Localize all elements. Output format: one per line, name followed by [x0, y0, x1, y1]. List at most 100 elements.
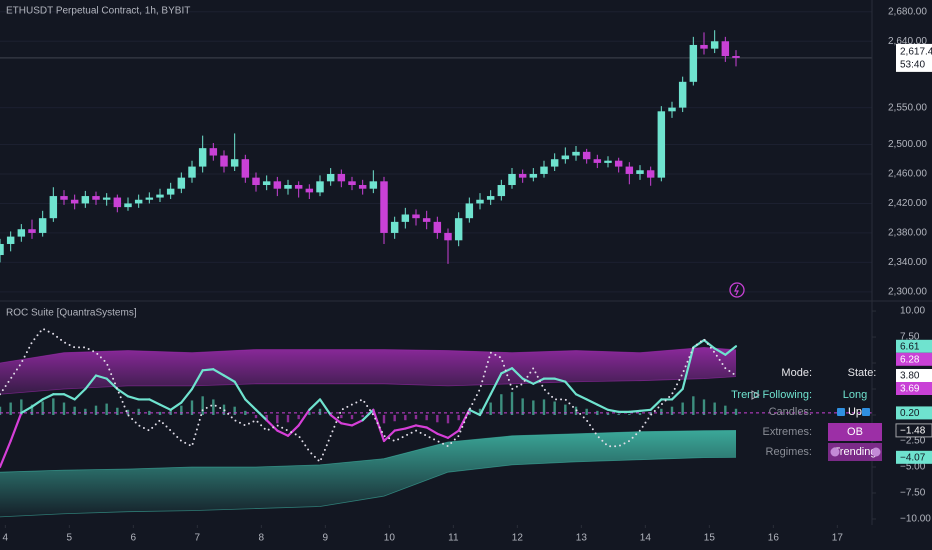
roc-line-segment	[404, 424, 418, 430]
candle-body	[28, 229, 36, 233]
roc-line-segment	[596, 403, 610, 411]
indicator-title: ROC Suite [QuantraSystems]	[6, 308, 137, 319]
roc-line-segment	[190, 369, 204, 391]
candle-body	[518, 173, 527, 178]
roc-line-segment	[713, 347, 727, 356]
candle-body	[358, 185, 367, 189]
histogram-bar	[393, 415, 396, 422]
histogram-bar	[446, 415, 450, 424]
histogram-bar	[361, 415, 364, 418]
roc-line-segment	[436, 432, 450, 439]
candle-body	[582, 151, 591, 160]
histogram-bar	[628, 413, 631, 416]
histogram-bar	[212, 399, 215, 416]
table-cell-bg	[828, 443, 882, 461]
roc-line-segment	[425, 426, 439, 435]
candle-body	[284, 185, 292, 189]
last-price-box	[896, 43, 932, 72]
roc-line-segment	[628, 409, 642, 413]
roc-line-segment	[9, 411, 23, 443]
candle-body	[326, 173, 335, 182]
x-tick-label: 12	[512, 533, 524, 544]
histogram-bar	[500, 394, 503, 416]
table-header: State:	[848, 367, 877, 379]
candle-body	[166, 188, 175, 195]
candle-body	[230, 159, 239, 167]
roc-line-segment	[446, 429, 460, 439]
roc-line-segment	[318, 398, 332, 417]
table-value: Long	[843, 389, 867, 401]
candle-body	[337, 173, 346, 182]
table-value: Trending	[833, 446, 876, 458]
roc-line-segment	[500, 367, 514, 375]
table-icon	[871, 447, 881, 457]
histogram-bar	[254, 415, 258, 419]
histogram-bar	[532, 400, 535, 416]
candle-body	[305, 188, 314, 193]
candle-body	[145, 197, 154, 200]
last-value-label: −1.48	[900, 426, 926, 437]
roc-line-segment	[233, 380, 247, 401]
histogram-bar	[30, 404, 34, 416]
chart-title: ETHUSDT Perpetual Contract, 1h, BYBIT	[6, 6, 190, 17]
candle-body	[49, 196, 58, 219]
candle-body	[454, 218, 463, 241]
last-value-box	[896, 450, 932, 464]
histogram-bar	[457, 415, 460, 421]
histogram-bar	[585, 408, 588, 416]
roc-line-segment	[692, 339, 706, 349]
event-icon[interactable]	[729, 282, 745, 298]
candle-body	[572, 151, 580, 156]
table-icon	[830, 447, 840, 457]
last-value-label: −4.07	[900, 452, 926, 463]
candle-body	[625, 166, 634, 174]
histogram-bar	[553, 401, 556, 416]
candle-body	[209, 148, 218, 156]
candle-body	[700, 44, 708, 49]
histogram-bar	[510, 392, 514, 416]
histogram-bar	[638, 412, 642, 416]
roc-line-segment	[340, 422, 354, 427]
last-value-label: 6.28	[900, 354, 920, 365]
x-tick-label: 11	[448, 533, 459, 544]
roc-line-segment	[585, 398, 599, 406]
candle-body	[422, 218, 431, 222]
roc-line-segment	[105, 377, 119, 391]
histogram-bar	[276, 415, 279, 424]
histogram-bar	[660, 408, 663, 416]
roc-line-segment	[286, 424, 300, 437]
roc-line-segment	[724, 345, 738, 356]
roc-line-segment	[532, 377, 546, 385]
candle-body	[721, 41, 730, 57]
histogram-bar	[489, 402, 492, 416]
candle-body	[241, 159, 250, 178]
table-icon	[862, 408, 870, 416]
roc-line-segment	[30, 398, 44, 408]
roc-line-segment	[329, 413, 343, 425]
histogram-bar	[692, 396, 695, 416]
candle-body	[604, 160, 612, 163]
x-tick-label: 6	[131, 533, 137, 544]
histogram-bar	[41, 401, 44, 416]
roc-line-segment	[478, 393, 492, 417]
candle-body	[60, 196, 68, 200]
histogram-bar	[350, 415, 354, 420]
candle-body	[668, 107, 676, 112]
roc-line-segment	[574, 393, 588, 401]
table-value: Up	[848, 406, 862, 418]
roc-line-segment	[393, 427, 407, 432]
band-edge	[0, 376, 737, 395]
roc-line-segment	[126, 395, 140, 401]
x-tick-label: 10	[384, 533, 396, 544]
histogram-bar	[521, 398, 524, 416]
x-tick-label: 16	[768, 533, 780, 544]
histogram-bar	[73, 406, 76, 416]
roc-line-segment	[489, 372, 503, 396]
candle-body	[529, 173, 538, 178]
table-value: OB	[847, 426, 863, 438]
candle-body	[177, 177, 186, 189]
x-tick-label: 17	[832, 533, 844, 544]
histogram-bar	[126, 409, 130, 416]
candle-body	[689, 44, 698, 82]
last-value-label: 3.80	[900, 371, 920, 382]
